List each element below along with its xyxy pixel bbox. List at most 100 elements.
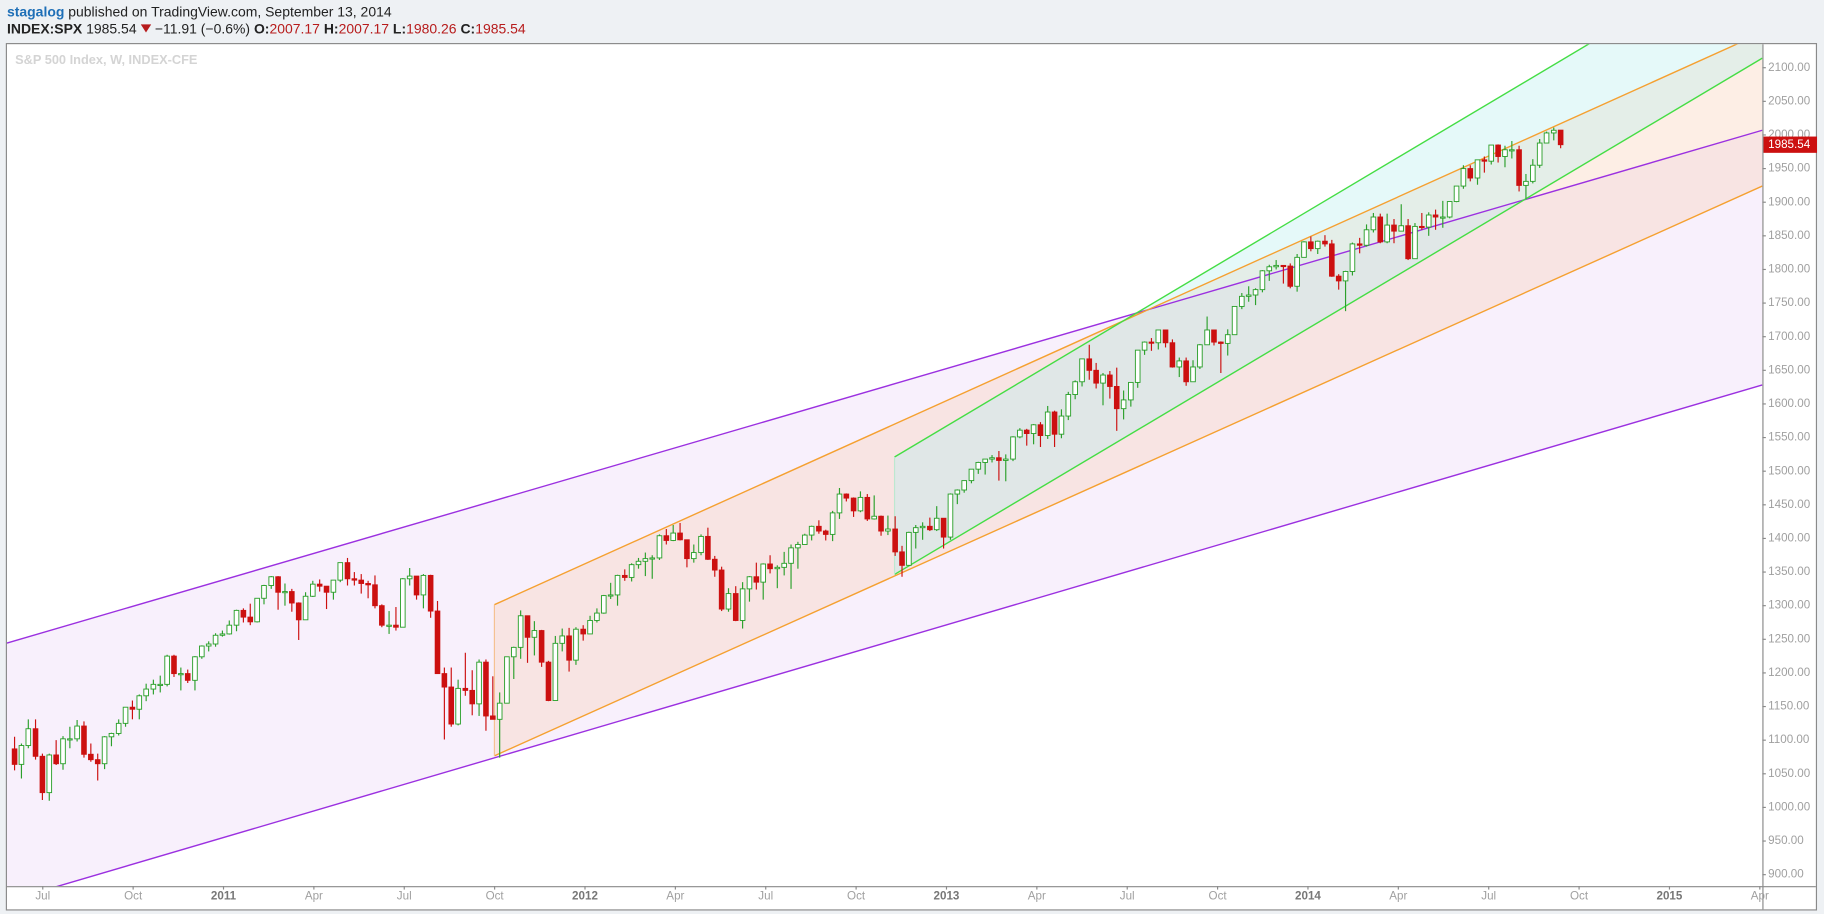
candle-body	[441, 673, 448, 688]
x-tick-label: Apr	[666, 890, 684, 903]
candle-body	[927, 525, 933, 531]
candle-body	[614, 574, 621, 596]
candle-body	[434, 610, 441, 675]
candle-body	[1509, 149, 1515, 152]
candle-body	[1287, 265, 1294, 287]
close-label: C:	[460, 20, 476, 38]
candle-body	[601, 595, 607, 614]
candle-body	[53, 754, 59, 765]
candle-body	[212, 634, 219, 645]
y-tick-label: 1050.00	[1768, 767, 1811, 780]
candle-body	[1252, 289, 1259, 296]
y-tick-label: 1700.00	[1768, 330, 1811, 343]
candle-body	[448, 686, 455, 725]
candle-body	[718, 569, 725, 610]
candle-body	[1273, 264, 1279, 268]
candle-body	[1259, 270, 1266, 291]
candle-body	[774, 566, 781, 570]
last-price-label: 1985.54	[1768, 138, 1811, 151]
candle-body	[1239, 295, 1245, 307]
candle-body	[746, 576, 753, 590]
candle-body	[1002, 458, 1009, 461]
candle-body	[1398, 225, 1405, 232]
candle-body	[1197, 344, 1203, 368]
candle-body	[122, 706, 129, 724]
candle-body	[504, 656, 510, 704]
y-tick-label: 1500.00	[1768, 464, 1811, 477]
candle-body	[462, 687, 469, 691]
candle-body	[1363, 229, 1370, 246]
candle-body	[164, 655, 170, 685]
candle-body	[1148, 341, 1155, 344]
candle-body	[483, 661, 489, 717]
author[interactable]: stagalog	[6, 3, 65, 20]
candle-body	[656, 535, 663, 559]
candle-body	[1440, 216, 1446, 219]
candle-body	[1017, 429, 1023, 438]
x-tick-label: 2015	[1657, 890, 1683, 903]
candle-body	[760, 563, 766, 583]
candle-body	[1495, 144, 1501, 157]
candle-body	[566, 635, 572, 661]
candle-body	[850, 497, 857, 512]
candle-body	[302, 595, 309, 621]
candle-body	[885, 528, 891, 532]
close: 1985.54	[475, 20, 526, 38]
candle-body	[732, 593, 739, 621]
candle-body	[1335, 275, 1342, 282]
candle-body	[989, 457, 995, 460]
candle-body	[358, 579, 365, 584]
x-tick-label: Apr	[305, 890, 323, 903]
high: 2007.17	[338, 20, 390, 38]
x-tick-label: Oct	[1209, 890, 1228, 903]
candle-body	[1044, 411, 1051, 437]
candle-body	[143, 688, 149, 697]
candle-body	[94, 759, 101, 765]
candle-body	[871, 515, 877, 520]
candle-body	[1474, 159, 1481, 179]
candle-body	[400, 578, 406, 628]
candle-body	[226, 624, 233, 635]
candle-body	[621, 574, 628, 578]
candle-body	[1211, 329, 1217, 343]
purple-lower-line	[55, 384, 1763, 887]
x-tick-label: Jul	[1120, 890, 1135, 903]
candle-body	[524, 615, 531, 638]
x-tick-label: 2014	[1295, 890, 1321, 903]
candle-body	[1536, 142, 1543, 166]
candle-body	[822, 530, 829, 535]
candle-body	[1266, 266, 1273, 272]
candle-body	[788, 547, 794, 564]
candle-body	[538, 630, 545, 663]
candle-body	[892, 528, 898, 553]
candle-body	[39, 755, 46, 794]
candle-body	[1550, 129, 1557, 134]
y-tick-label: 2050.00	[1768, 94, 1811, 107]
candle-body	[878, 515, 884, 532]
candle-body	[233, 609, 240, 626]
candle-body	[74, 725, 80, 740]
candle-body	[310, 583, 316, 597]
candle-body	[1329, 243, 1335, 277]
candle-body	[1467, 168, 1474, 179]
candle-body	[1030, 424, 1037, 435]
candle-body	[996, 457, 1002, 461]
y-tick-label: 1550.00	[1768, 431, 1811, 444]
candle-body	[1370, 216, 1377, 231]
candle-body	[711, 558, 718, 571]
green-upper-line	[894, 44, 1590, 458]
header: stagalog published on TradingView.com, S…	[7, 3, 526, 38]
candle-body	[184, 673, 191, 681]
candle-body	[1065, 394, 1072, 417]
change: −11.91 (−0.6%)	[154, 20, 251, 38]
candle-body	[108, 732, 115, 738]
candle-body	[275, 576, 281, 593]
candle-body	[496, 702, 503, 720]
candle-body	[531, 630, 538, 638]
candle-body	[510, 646, 517, 658]
candle-body	[32, 728, 39, 757]
y-tick-label: 950.00	[1768, 834, 1804, 847]
candle-body	[906, 531, 912, 566]
candle-body	[476, 661, 482, 705]
last: 1985.54	[86, 20, 137, 38]
